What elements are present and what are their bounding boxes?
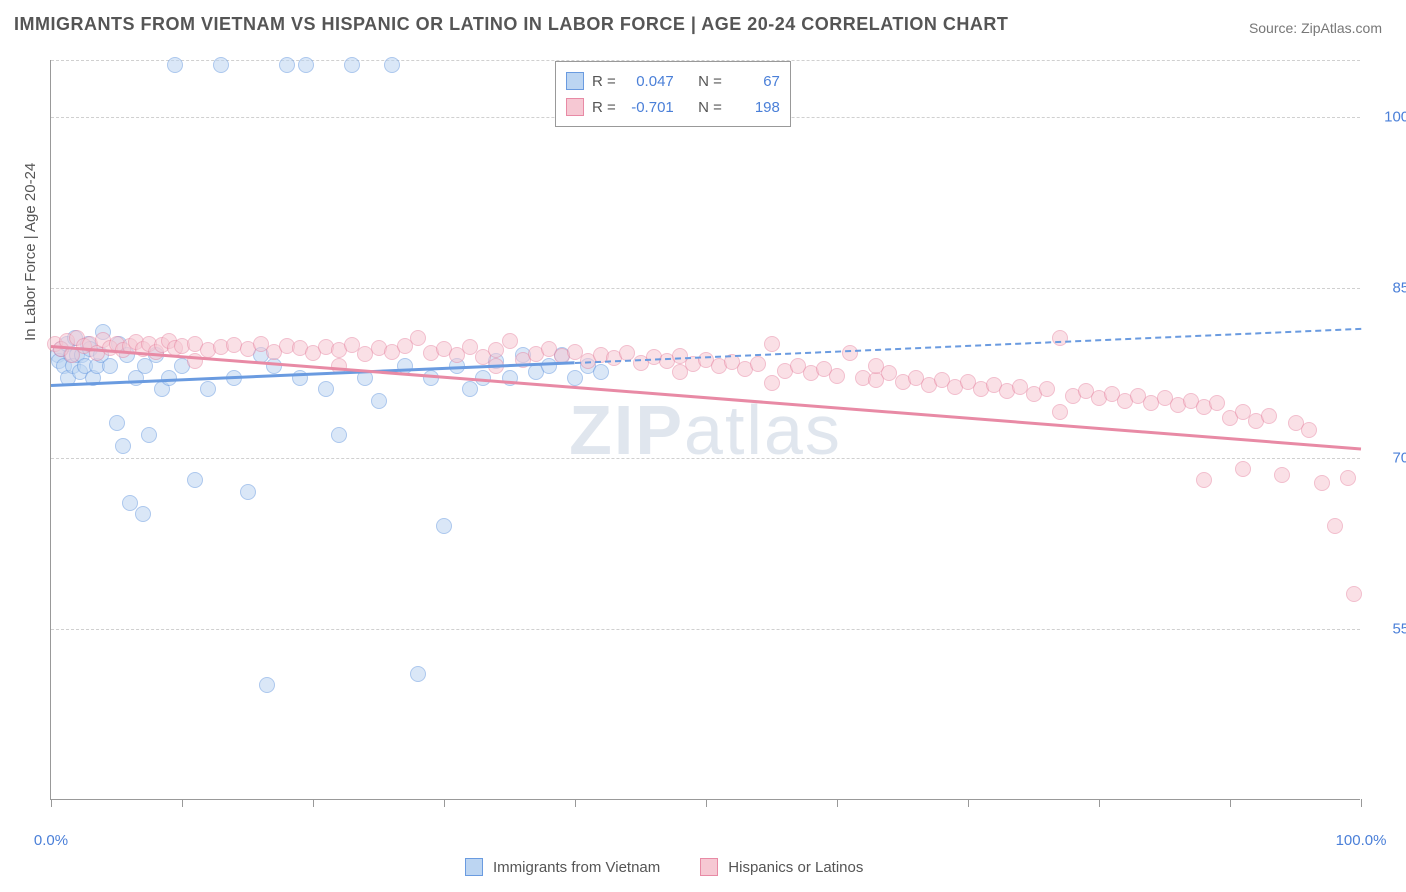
data-point xyxy=(259,677,275,693)
legend-item: Immigrants from Vietnam xyxy=(465,858,660,876)
data-point xyxy=(829,368,845,384)
data-point xyxy=(1346,586,1362,602)
data-point xyxy=(842,345,858,361)
y-tick-label: 85.0% xyxy=(1392,279,1406,296)
x-tick xyxy=(51,799,52,807)
data-point xyxy=(102,358,118,374)
x-tick xyxy=(182,799,183,807)
data-point xyxy=(318,381,334,397)
data-point xyxy=(109,415,125,431)
data-point xyxy=(410,330,426,346)
data-point xyxy=(1052,404,1068,420)
data-point xyxy=(764,336,780,352)
x-tick xyxy=(706,799,707,807)
data-point xyxy=(115,438,131,454)
x-tick xyxy=(1361,799,1362,807)
gridline xyxy=(51,288,1360,289)
data-point xyxy=(122,495,138,511)
source-attribution: Source: ZipAtlas.com xyxy=(1249,20,1382,36)
x-tick xyxy=(1230,799,1231,807)
x-tick xyxy=(1099,799,1100,807)
gridline xyxy=(51,458,1360,459)
data-point xyxy=(266,358,282,374)
stats-legend: R =0.047 N =67R =-0.701 N =198 xyxy=(555,61,791,127)
y-tick-label: 100.0% xyxy=(1384,108,1406,125)
data-point xyxy=(567,370,583,386)
data-point xyxy=(868,358,884,374)
legend-swatch xyxy=(566,72,584,90)
data-point xyxy=(593,364,609,380)
trend-line-extrapolated xyxy=(575,328,1361,364)
legend-stat-row: R =-0.701 N =198 xyxy=(566,94,780,120)
data-point xyxy=(1039,381,1055,397)
data-point xyxy=(213,57,229,73)
series-legend: Immigrants from Vietnam Hispanics or Lati… xyxy=(465,858,863,876)
data-point xyxy=(423,370,439,386)
y-tick-label: 70.0% xyxy=(1392,450,1406,467)
data-point xyxy=(371,393,387,409)
x-tick-label: 100.0% xyxy=(1336,832,1387,849)
data-point xyxy=(384,57,400,73)
x-tick xyxy=(837,799,838,807)
x-tick xyxy=(968,799,969,807)
data-point xyxy=(1261,408,1277,424)
data-point xyxy=(279,57,295,73)
data-point xyxy=(1314,475,1330,491)
correlation-chart: IMMIGRANTS FROM VIETNAM VS HISPANIC OR L… xyxy=(0,0,1406,892)
data-point xyxy=(1209,395,1225,411)
legend-label: Hispanics or Latinos xyxy=(728,859,863,876)
data-point xyxy=(141,427,157,443)
legend-item: Hispanics or Latinos xyxy=(700,858,863,876)
data-point xyxy=(1235,461,1251,477)
legend-swatch xyxy=(700,858,718,876)
y-axis-label: In Labor Force | Age 20-24 xyxy=(22,163,39,341)
data-point xyxy=(410,666,426,682)
data-point xyxy=(1196,472,1212,488)
data-point xyxy=(344,57,360,73)
chart-title: IMMIGRANTS FROM VIETNAM VS HISPANIC OR L… xyxy=(14,14,1008,35)
legend-label: Immigrants from Vietnam xyxy=(493,859,660,876)
x-tick xyxy=(575,799,576,807)
x-tick-label: 0.0% xyxy=(34,832,68,849)
plot-area: ZIPatlas 55.0%70.0%85.0%100.0%0.0%100.0% xyxy=(50,60,1360,800)
data-point xyxy=(1052,330,1068,346)
data-point xyxy=(187,472,203,488)
data-point xyxy=(672,364,688,380)
data-point xyxy=(1340,470,1356,486)
data-point xyxy=(1301,422,1317,438)
x-tick xyxy=(444,799,445,807)
y-tick-label: 55.0% xyxy=(1392,621,1406,638)
data-point xyxy=(167,57,183,73)
data-point xyxy=(1274,467,1290,483)
data-point xyxy=(135,506,151,522)
data-point xyxy=(200,381,216,397)
legend-swatch xyxy=(465,858,483,876)
data-point xyxy=(240,484,256,500)
data-point xyxy=(298,57,314,73)
data-point xyxy=(462,381,478,397)
x-tick xyxy=(313,799,314,807)
data-point xyxy=(331,427,347,443)
legend-stat-row: R =0.047 N =67 xyxy=(566,68,780,94)
data-point xyxy=(764,375,780,391)
legend-swatch xyxy=(566,98,584,116)
data-point xyxy=(436,518,452,534)
data-point xyxy=(1327,518,1343,534)
gridline xyxy=(51,629,1360,630)
data-point xyxy=(502,333,518,349)
data-point xyxy=(750,356,766,372)
